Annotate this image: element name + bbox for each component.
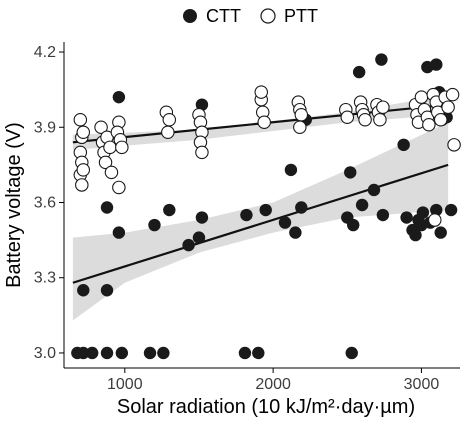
point-ctt: [345, 346, 358, 360]
point-ctt: [295, 201, 308, 214]
legend-marker-ctt: [183, 9, 197, 23]
point-ctt: [77, 346, 90, 360]
point-ptt: [428, 213, 442, 227]
point-ctt: [238, 346, 252, 360]
legend-label-ctt: CTT: [206, 6, 241, 26]
point-ctt: [148, 218, 161, 232]
point-ctt: [352, 65, 366, 79]
point-ctt: [182, 238, 195, 252]
x-tick-label: 2000: [255, 376, 291, 393]
point-ptt: [76, 125, 91, 140]
point-ctt: [375, 53, 388, 66]
point-ctt: [252, 346, 265, 360]
point-ctt: [344, 166, 357, 179]
point-ctt: [376, 208, 390, 222]
point-ptt: [161, 125, 175, 140]
point-ptt: [254, 85, 269, 99]
axes: [63, 42, 460, 369]
point-ctt: [192, 231, 206, 244]
y-axis-ticks: 3.0 3.3 3.6 3.9 4.2: [34, 44, 64, 362]
point-ptt: [162, 112, 177, 127]
point-ptt: [414, 90, 429, 104]
point-ptt: [293, 120, 307, 135]
point-ctt: [355, 198, 369, 212]
point-ptt: [103, 140, 117, 155]
point-ptt: [115, 140, 129, 155]
point-ctt: [416, 206, 430, 219]
point-ptt: [294, 107, 309, 122]
trend-line-ctt: [72, 163, 449, 284]
y-tick-label: 3.6: [34, 194, 56, 211]
point-ctt: [195, 98, 209, 111]
x-axis-ticks: 1000 2000 3000: [107, 368, 439, 393]
point-ptt: [433, 112, 448, 127]
point-ctt: [163, 203, 176, 217]
point-ctt: [115, 346, 129, 360]
point-ptt: [94, 120, 108, 135]
point-ptt: [98, 155, 113, 170]
point-ctt: [400, 211, 413, 224]
point-ptt: [340, 110, 355, 124]
point-ptt: [76, 163, 91, 177]
x-axis-title: Solar radiation (10 kJ/m²·day·µm): [117, 396, 415, 418]
point-ctt: [259, 203, 272, 217]
point-ctt: [367, 183, 381, 197]
point-ctt: [278, 216, 292, 229]
point-ctt: [85, 346, 99, 360]
point-ctt: [240, 208, 253, 222]
point-ptt: [75, 178, 89, 192]
point-ptt: [447, 138, 461, 152]
point-ptt: [373, 112, 387, 127]
point-ctt: [100, 201, 114, 214]
point-ctt: [397, 138, 410, 152]
point-ctt: [100, 284, 114, 297]
point-ctt: [100, 346, 114, 360]
point-ptt: [257, 115, 271, 129]
legend-label-ptt: PTT: [284, 6, 318, 26]
point-ctt: [434, 226, 447, 239]
x-tick-label: 3000: [404, 376, 440, 393]
y-tick-label: 4.2: [34, 44, 56, 61]
point-ptt: [445, 87, 460, 102]
data-points: [71, 53, 461, 360]
point-ctt: [444, 203, 458, 217]
point-ptt: [73, 112, 88, 127]
point-ptt: [195, 145, 209, 160]
point-ptt: [112, 180, 126, 195]
point-ctt: [430, 203, 443, 217]
point-ptt: [104, 165, 119, 180]
point-ptt: [422, 118, 436, 132]
point-ctt: [284, 163, 298, 177]
point-ctt: [430, 58, 443, 71]
legend-marker-ptt: [260, 8, 276, 24]
point-ctt: [289, 226, 302, 239]
legend: CTT PTT: [183, 6, 318, 26]
point-ctt: [157, 346, 170, 360]
point-ctt: [112, 226, 126, 239]
point-ptt: [376, 100, 390, 114]
y-tick-label: 3.3: [34, 270, 56, 287]
point-ctt: [143, 346, 157, 360]
point-ctt: [195, 211, 209, 224]
x-tick-label: 1000: [107, 376, 143, 393]
point-ctt: [112, 90, 126, 104]
confidence-band-ctt: [72, 122, 449, 321]
y-tick-label: 3.9: [34, 119, 56, 136]
y-axis-title: Battery voltage (V): [3, 122, 25, 288]
point-ptt: [358, 112, 372, 127]
point-ptt: [441, 100, 455, 114]
point-ctt: [77, 284, 90, 297]
point-ctt: [347, 218, 360, 232]
point-ctt: [409, 228, 422, 242]
y-tick-label: 3.0: [34, 345, 56, 362]
